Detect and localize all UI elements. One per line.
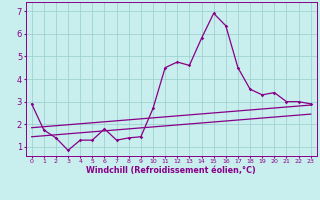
X-axis label: Windchill (Refroidissement éolien,°C): Windchill (Refroidissement éolien,°C) xyxy=(86,166,256,175)
